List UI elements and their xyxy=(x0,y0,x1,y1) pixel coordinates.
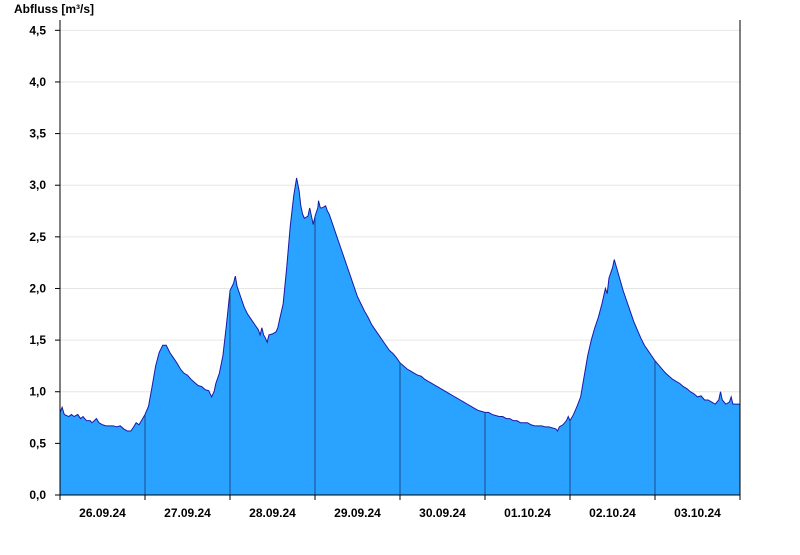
x-tick-label: 26.09.24 xyxy=(79,506,126,520)
x-tick-label: 27.09.24 xyxy=(164,506,211,520)
y-tick-label: 2,0 xyxy=(29,281,46,295)
y-tick-label: 0,5 xyxy=(29,436,46,450)
y-tick-label: 3,0 xyxy=(29,178,46,192)
y-axis-label: Abfluss [m³/s] xyxy=(14,2,94,16)
y-tick-label: 4,0 xyxy=(29,75,46,89)
x-tick-label: 29.09.24 xyxy=(334,506,381,520)
x-tick-label: 28.09.24 xyxy=(249,506,296,520)
y-tick-label: 2,5 xyxy=(29,230,46,244)
x-tick-label: 30.09.24 xyxy=(419,506,466,520)
x-tick-label: 02.10.24 xyxy=(589,506,636,520)
x-tick-label: 03.10.24 xyxy=(674,506,721,520)
x-tick-labels: 26.09.24 27.09.24 28.09.24 29.09.24 30.09.24… xyxy=(79,506,721,520)
x-tick-label: 01.10.24 xyxy=(504,506,551,520)
y-tick-label: 4,5 xyxy=(29,23,46,37)
discharge-line xyxy=(59,177,740,432)
day-separators xyxy=(144,216,656,495)
axes xyxy=(55,20,741,500)
y-tick-label: 3,5 xyxy=(29,127,46,141)
y-tick-labels: 0,0 0,5 1,0 1,5 2,0 2,5 3,0 3,5 4,0 4,5 xyxy=(29,23,46,502)
y-tick-label: 1,5 xyxy=(29,333,46,347)
y-tick-label: 0,0 xyxy=(29,488,46,502)
y-tick-label: 1,0 xyxy=(29,385,46,399)
